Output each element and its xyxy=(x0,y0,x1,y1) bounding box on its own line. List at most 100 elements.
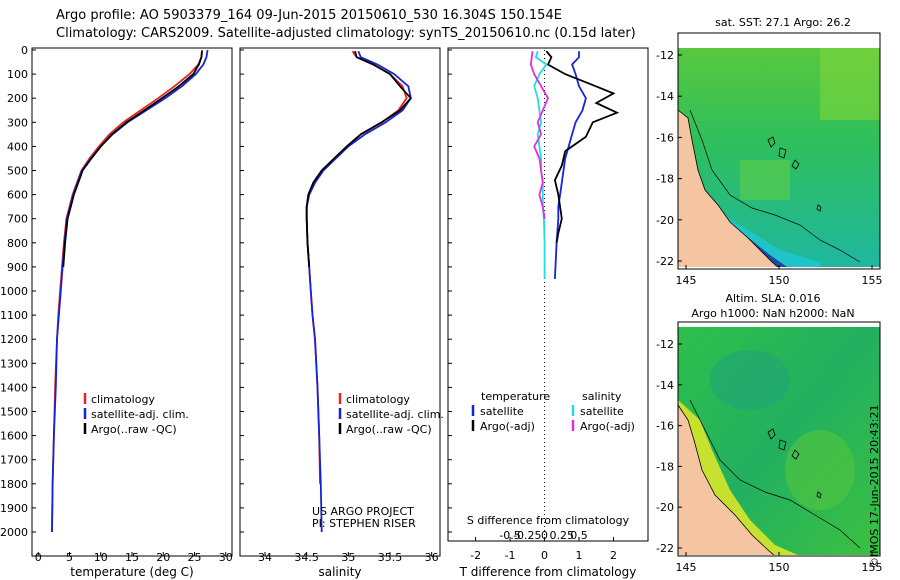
x-tick-label: 0 xyxy=(35,551,42,564)
depth-tick-label: 1000 xyxy=(0,285,28,298)
s-tick-label: -0.5 xyxy=(499,529,520,542)
sst-reef-patch xyxy=(740,160,790,200)
temperature-axes-box xyxy=(31,47,233,557)
sla-reef-outlines xyxy=(767,428,822,499)
sst-map-title: sat. SST: 27.1 Argo: 26.2 xyxy=(715,16,851,29)
legend-sat-label: satellite-adj. clim. xyxy=(91,408,189,421)
series-line-argo-raw-qc- xyxy=(305,50,413,267)
difference-axes-box xyxy=(447,47,649,542)
sst-shelf-contour xyxy=(689,109,861,263)
t-difference-label: T difference from climatology xyxy=(459,565,637,579)
depth-tick-label: 300 xyxy=(7,116,28,129)
depth-tick-label: 1400 xyxy=(0,381,28,394)
lat-tick-label: -22 xyxy=(656,542,674,555)
salinity-axes-box xyxy=(239,47,441,557)
x-tick-label: 20 xyxy=(156,551,170,564)
depth-tick-label: 1900 xyxy=(0,502,28,515)
depth-tick-label: 1200 xyxy=(0,333,28,346)
x-tick-label: 15 xyxy=(125,551,139,564)
legend-salinity-title: salinity xyxy=(582,390,622,403)
sst-land xyxy=(678,109,779,267)
legend-argo-label: Argo(..raw -QC) xyxy=(346,423,432,436)
lat-tick-label: -22 xyxy=(656,255,674,268)
sst-warm-patch xyxy=(820,48,880,120)
depth-tick-label: 800 xyxy=(7,237,28,250)
legend-s-sat-label: satellite xyxy=(580,405,624,418)
depth-tick-label: 1100 xyxy=(0,309,28,322)
legend-argo-label: Argo(..raw -QC) xyxy=(91,423,177,436)
temperature-x-ticks: 0 5 10 15 20 25 30 xyxy=(35,551,233,564)
lat-tick-label: -12 xyxy=(656,338,674,351)
series-line-temperature-satellite xyxy=(554,51,587,279)
sla-map-title2: Argo h1000: NaN h2000: NaN xyxy=(691,307,854,320)
x-tick-label: 1 xyxy=(576,549,583,562)
sla-high-anomaly xyxy=(785,430,855,510)
x-tick-label: 35.5 xyxy=(378,551,403,564)
salinity-y-ticks xyxy=(240,49,244,533)
s-tick-label: 0.25 xyxy=(550,529,575,542)
lat-tick-label: -16 xyxy=(656,131,674,144)
x-tick-label: 0 xyxy=(541,549,548,562)
series-line-argo-raw-qc- xyxy=(62,51,203,267)
depth-tick-label: 2000 xyxy=(0,526,28,539)
x-tick-label: 30 xyxy=(219,551,233,564)
salinity-x-ticks: 34 34.5 35 35.5 36 xyxy=(258,551,439,564)
temperature-series xyxy=(51,49,209,533)
series-line-satellite-adj-clim- xyxy=(305,50,412,533)
s-tick-label: 0 xyxy=(541,529,548,542)
lat-tick-label: -18 xyxy=(656,173,674,186)
difference-y-ticks xyxy=(448,49,452,533)
lon-tick-label: 145 xyxy=(676,274,697,287)
sla-shelf-contour xyxy=(689,399,861,549)
difference-series xyxy=(529,50,620,279)
lat-tick-label: -12 xyxy=(656,49,674,62)
legend-t-sat-label: satellite xyxy=(480,405,524,418)
depth-tick-label: 500 xyxy=(7,165,28,178)
x-tick-label: 35 xyxy=(341,551,355,564)
depth-tick-label: 600 xyxy=(7,189,28,202)
salinity-series xyxy=(305,50,413,533)
sst-reef-outlines xyxy=(767,136,822,212)
salinity-legend: climatology satellite-adj. clim. Argo(..… xyxy=(338,393,444,436)
depth-tick-label: 1700 xyxy=(0,454,28,467)
legend-sat-label: satellite-adj. clim. xyxy=(346,408,444,421)
series-line-salinity-argo-adj- xyxy=(529,51,550,219)
depth-tick-label: 1600 xyxy=(0,430,28,443)
x-tick-label: 25 xyxy=(188,551,202,564)
header-line2: Climatology: CARS2009. Satellite-adjuste… xyxy=(56,26,636,41)
legend-clim-label: climatology xyxy=(91,393,155,406)
depth-tick-label: 100 xyxy=(7,68,28,81)
x-tick-label: 36 xyxy=(425,551,439,564)
s-difference-label: S difference from climatology xyxy=(467,514,630,527)
lon-tick-label: 155 xyxy=(862,561,883,574)
lon-tick-label: 155 xyxy=(862,274,883,287)
lon-tick-label: 150 xyxy=(769,274,790,287)
s-tick-label: -0.25 xyxy=(513,529,541,542)
s-tick-label: 0.5 xyxy=(570,529,588,542)
legend-temperature-title: temperature xyxy=(481,390,550,403)
temperature-panel: 0 100 200 300 400 500 600 700 800 900 1000 1100 1200… xyxy=(0,44,233,579)
x-tick-label: 34 xyxy=(258,551,272,564)
sla-low-anomaly xyxy=(710,350,790,410)
s-difference-ticks: -0.5-0.25 0 0.250.5 xyxy=(499,529,587,542)
depth-tick-label: 1500 xyxy=(0,406,28,419)
lat-tick-label: -20 xyxy=(656,214,674,227)
salinity-panel: 34 34.5 35 35.5 36 salinity climatology sate… xyxy=(239,47,444,579)
lat-tick-label: -18 xyxy=(656,460,674,473)
depth-tick-label: 900 xyxy=(7,261,28,274)
lat-tick-label: -20 xyxy=(656,501,674,514)
x-tick-label: -2 xyxy=(470,549,481,562)
sla-map: Altim. SLA: 0.016 Argo h1000: NaN h2000:… xyxy=(656,292,882,574)
depth-tick-label: 1800 xyxy=(0,478,28,491)
depth-tick-label: 700 xyxy=(7,213,28,226)
sst-map: sat. SST: 27.1 Argo: 26.2 -12 -14 -16 -18 -2… xyxy=(656,16,882,287)
sla-land xyxy=(678,404,775,555)
depth-tick-label: 200 xyxy=(7,92,28,105)
depth-tick-label: 400 xyxy=(7,140,28,153)
sla-map-title1: Altim. SLA: 0.016 xyxy=(725,292,820,305)
lat-tick-label: -14 xyxy=(656,379,674,392)
legend-clim-label: climatology xyxy=(346,393,410,406)
x-tick-label: -1 xyxy=(505,549,516,562)
